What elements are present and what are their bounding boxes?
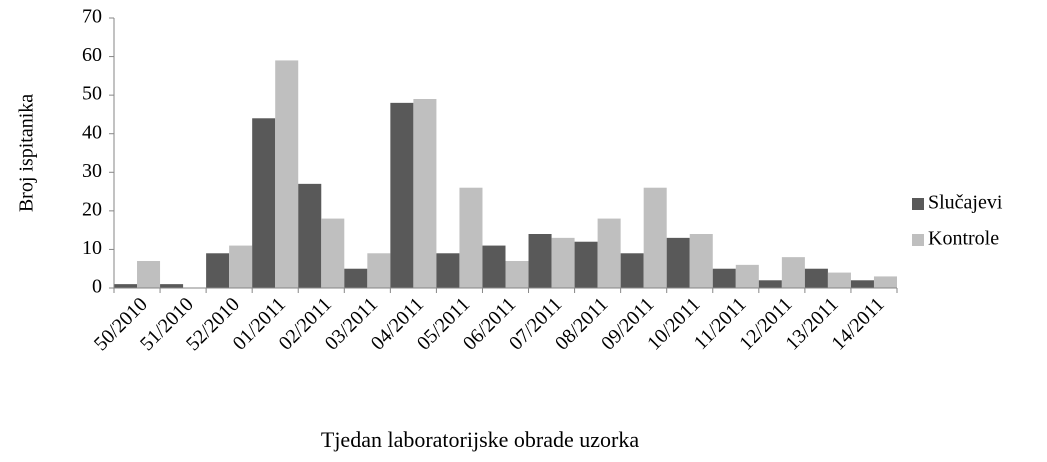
- bar: [643, 187, 667, 288]
- bar: [252, 118, 276, 289]
- x-axis-label: Tjedan laboratorijske obrade uzorka: [321, 427, 639, 452]
- y-tick-label: 20: [82, 198, 102, 220]
- bar: [666, 237, 690, 288]
- bar: [344, 268, 368, 288]
- bar: [804, 268, 828, 288]
- bar: [689, 234, 713, 288]
- legend-swatch: [912, 234, 924, 246]
- bar: [528, 234, 552, 288]
- y-tick-label: 10: [82, 237, 102, 259]
- bar: [781, 257, 805, 288]
- bar: [160, 284, 184, 288]
- y-tick-label: 70: [82, 6, 102, 28]
- bar: [827, 272, 851, 288]
- bar: [597, 218, 621, 288]
- bar: [482, 245, 506, 288]
- x-tick-label: 14/2011: [827, 293, 888, 354]
- bar: [275, 60, 299, 288]
- bar: [229, 245, 253, 288]
- bar: [206, 253, 230, 288]
- bar: [298, 183, 322, 288]
- bar: [436, 253, 460, 288]
- bar: [620, 253, 644, 288]
- bar: [137, 261, 161, 288]
- bar: [873, 276, 897, 288]
- y-tick-label: 40: [82, 121, 102, 143]
- bar: [114, 284, 138, 288]
- y-axis-label: Broj ispitanika: [16, 94, 38, 212]
- bar: [321, 218, 345, 288]
- y-tick-label: 30: [82, 160, 102, 182]
- y-tick-label: 60: [82, 44, 102, 66]
- bar: [574, 241, 598, 288]
- bar: [390, 102, 414, 288]
- bar: [413, 99, 437, 288]
- bar: [551, 237, 575, 288]
- bar: [850, 280, 874, 288]
- legend-swatch: [912, 198, 924, 210]
- bar: [712, 268, 736, 288]
- bar: [758, 280, 782, 288]
- y-tick-label: 50: [82, 83, 102, 105]
- bar: [735, 264, 759, 288]
- bar: [367, 253, 391, 288]
- bar: [459, 187, 483, 288]
- legend-label: Kontrole: [928, 228, 999, 250]
- legend-label: Slučajevi: [928, 192, 1003, 214]
- y-tick-label: 0: [92, 276, 102, 298]
- bar: [505, 261, 529, 288]
